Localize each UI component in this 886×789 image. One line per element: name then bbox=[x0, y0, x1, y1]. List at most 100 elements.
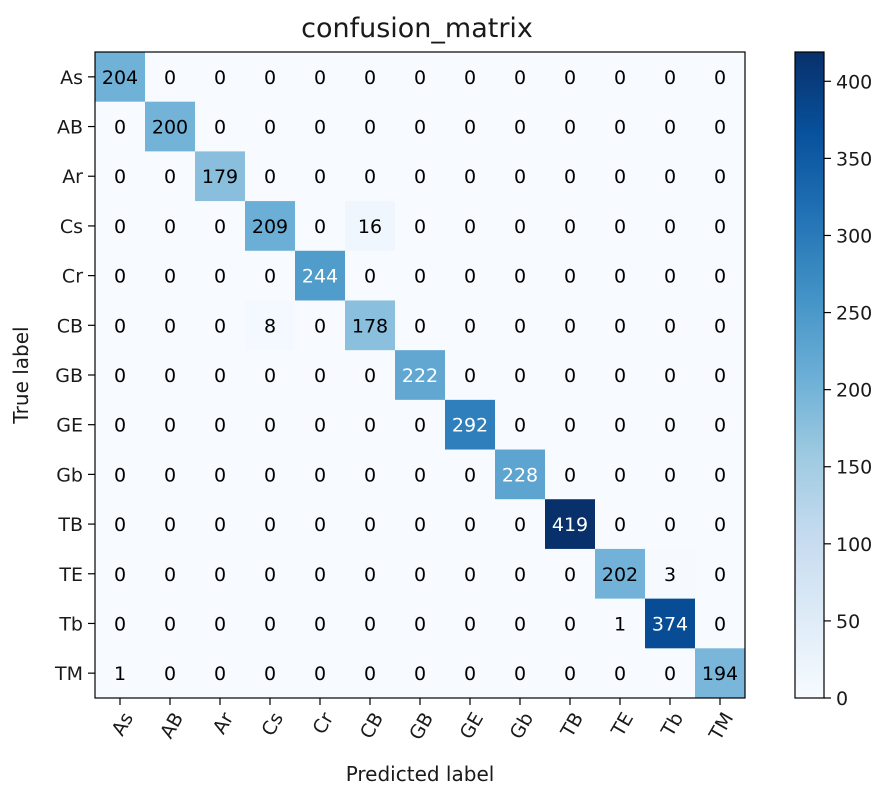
matrix-cell-value: 8 bbox=[264, 315, 276, 337]
matrix-cell bbox=[145, 201, 196, 252]
matrix-cell bbox=[95, 399, 146, 451]
y-tick-label: Cr bbox=[62, 266, 83, 288]
matrix-cell bbox=[695, 52, 746, 103]
x-tick-label: TB bbox=[556, 709, 588, 742]
matrix-cell-value: 0 bbox=[114, 514, 126, 536]
x-tick-label: CB bbox=[356, 709, 388, 743]
matrix-cell-value: 0 bbox=[564, 67, 576, 89]
matrix-cell bbox=[545, 350, 596, 401]
matrix-cell-value: 0 bbox=[214, 613, 226, 635]
matrix-cell-value: 0 bbox=[164, 216, 176, 238]
matrix-cell bbox=[445, 598, 496, 649]
matrix-cell bbox=[645, 101, 696, 152]
matrix-cell bbox=[345, 151, 396, 202]
matrix-cell bbox=[95, 598, 146, 649]
matrix-cell bbox=[645, 151, 696, 202]
matrix-cell bbox=[195, 250, 246, 301]
matrix-cell-value: 0 bbox=[564, 117, 576, 139]
matrix-cell-value: 0 bbox=[464, 216, 476, 238]
matrix-cell bbox=[395, 548, 446, 600]
matrix-cell bbox=[545, 52, 596, 103]
matrix-cell bbox=[595, 52, 646, 103]
matrix-cell bbox=[445, 350, 496, 401]
matrix-cell-value: 0 bbox=[414, 613, 426, 635]
matrix-cell bbox=[245, 449, 296, 500]
matrix-cell-value: 0 bbox=[414, 663, 426, 685]
matrix-cell-value: 194 bbox=[702, 663, 738, 685]
matrix-cell bbox=[195, 52, 246, 103]
matrix-cell-value: 0 bbox=[464, 315, 476, 337]
matrix-cell bbox=[345, 300, 396, 351]
matrix-cell-value: 0 bbox=[664, 216, 676, 238]
matrix-cell bbox=[245, 52, 296, 103]
matrix-cell bbox=[545, 648, 596, 699]
matrix-cell-value: 0 bbox=[164, 663, 176, 685]
matrix-cell bbox=[245, 598, 296, 649]
matrix-cell bbox=[395, 300, 446, 351]
matrix-cell-value: 0 bbox=[114, 315, 126, 337]
matrix-cell bbox=[445, 151, 496, 202]
matrix-cell bbox=[545, 598, 596, 649]
matrix-cell bbox=[345, 499, 396, 550]
matrix-cell bbox=[645, 598, 696, 649]
matrix-cell-value: 0 bbox=[564, 564, 576, 586]
matrix-cell bbox=[595, 548, 646, 600]
matrix-cell-value: 0 bbox=[314, 117, 326, 139]
matrix-cell-value: 0 bbox=[414, 216, 426, 238]
matrix-cell-value: 0 bbox=[214, 67, 226, 89]
x-tick-label: As bbox=[108, 709, 139, 740]
matrix-cell-value: 0 bbox=[364, 117, 376, 139]
matrix-cell bbox=[445, 548, 496, 600]
matrix-cell-value: 0 bbox=[114, 415, 126, 437]
matrix-cell-value: 0 bbox=[364, 613, 376, 635]
matrix-cell-value: 0 bbox=[364, 67, 376, 89]
matrix-cell bbox=[545, 101, 596, 152]
x-tick-label: Cs bbox=[257, 709, 288, 740]
matrix-cell-value: 0 bbox=[664, 117, 676, 139]
matrix-cell bbox=[645, 399, 696, 451]
matrix-cell bbox=[345, 449, 396, 500]
matrix-cell-value: 16 bbox=[358, 216, 382, 238]
matrix-cell-value: 0 bbox=[264, 166, 276, 188]
matrix-cell bbox=[195, 201, 246, 252]
matrix-cell bbox=[695, 350, 746, 401]
x-tick-label: Cr bbox=[308, 709, 338, 738]
matrix-cell-value: 0 bbox=[314, 663, 326, 685]
matrix-cell bbox=[295, 151, 346, 202]
matrix-cell bbox=[445, 449, 496, 500]
matrix-cell-value: 0 bbox=[464, 166, 476, 188]
matrix-cell bbox=[145, 449, 196, 500]
matrix-cell bbox=[295, 201, 346, 252]
matrix-cell-value: 0 bbox=[164, 266, 176, 288]
matrix-cell-value: 0 bbox=[714, 266, 726, 288]
matrix-cell-value: 0 bbox=[714, 564, 726, 586]
matrix-cell bbox=[445, 101, 496, 152]
matrix-cell-value: 0 bbox=[664, 266, 676, 288]
matrix-cell-value: 0 bbox=[214, 266, 226, 288]
matrix-cell-value: 0 bbox=[414, 67, 426, 89]
matrix-cell bbox=[545, 449, 596, 500]
matrix-cell bbox=[295, 300, 346, 351]
y-tick-label: Cs bbox=[60, 216, 83, 238]
matrix-cell bbox=[695, 101, 746, 152]
matrix-cell-value: 0 bbox=[214, 315, 226, 337]
matrix-cell-value: 0 bbox=[364, 166, 376, 188]
matrix-cell bbox=[595, 598, 646, 649]
matrix-cell bbox=[695, 151, 746, 202]
matrix-cell-value: 0 bbox=[564, 266, 576, 288]
matrix-cell-value: 222 bbox=[402, 365, 438, 387]
matrix-cell bbox=[395, 499, 446, 550]
matrix-cell-value: 0 bbox=[264, 564, 276, 586]
y-tick-label: GE bbox=[56, 415, 83, 437]
matrix-cell bbox=[145, 499, 196, 550]
matrix-cell-value: 0 bbox=[714, 365, 726, 387]
matrix-cell bbox=[345, 598, 396, 649]
matrix-cell bbox=[95, 300, 146, 351]
matrix-cell-value: 292 bbox=[452, 415, 488, 437]
matrix-cell-value: 0 bbox=[164, 613, 176, 635]
matrix-cell-value: 0 bbox=[614, 166, 626, 188]
matrix-cell-value: 0 bbox=[264, 266, 276, 288]
matrix-cell bbox=[695, 300, 746, 351]
x-tick-label: GB bbox=[405, 709, 438, 744]
matrix-cell bbox=[495, 101, 546, 152]
